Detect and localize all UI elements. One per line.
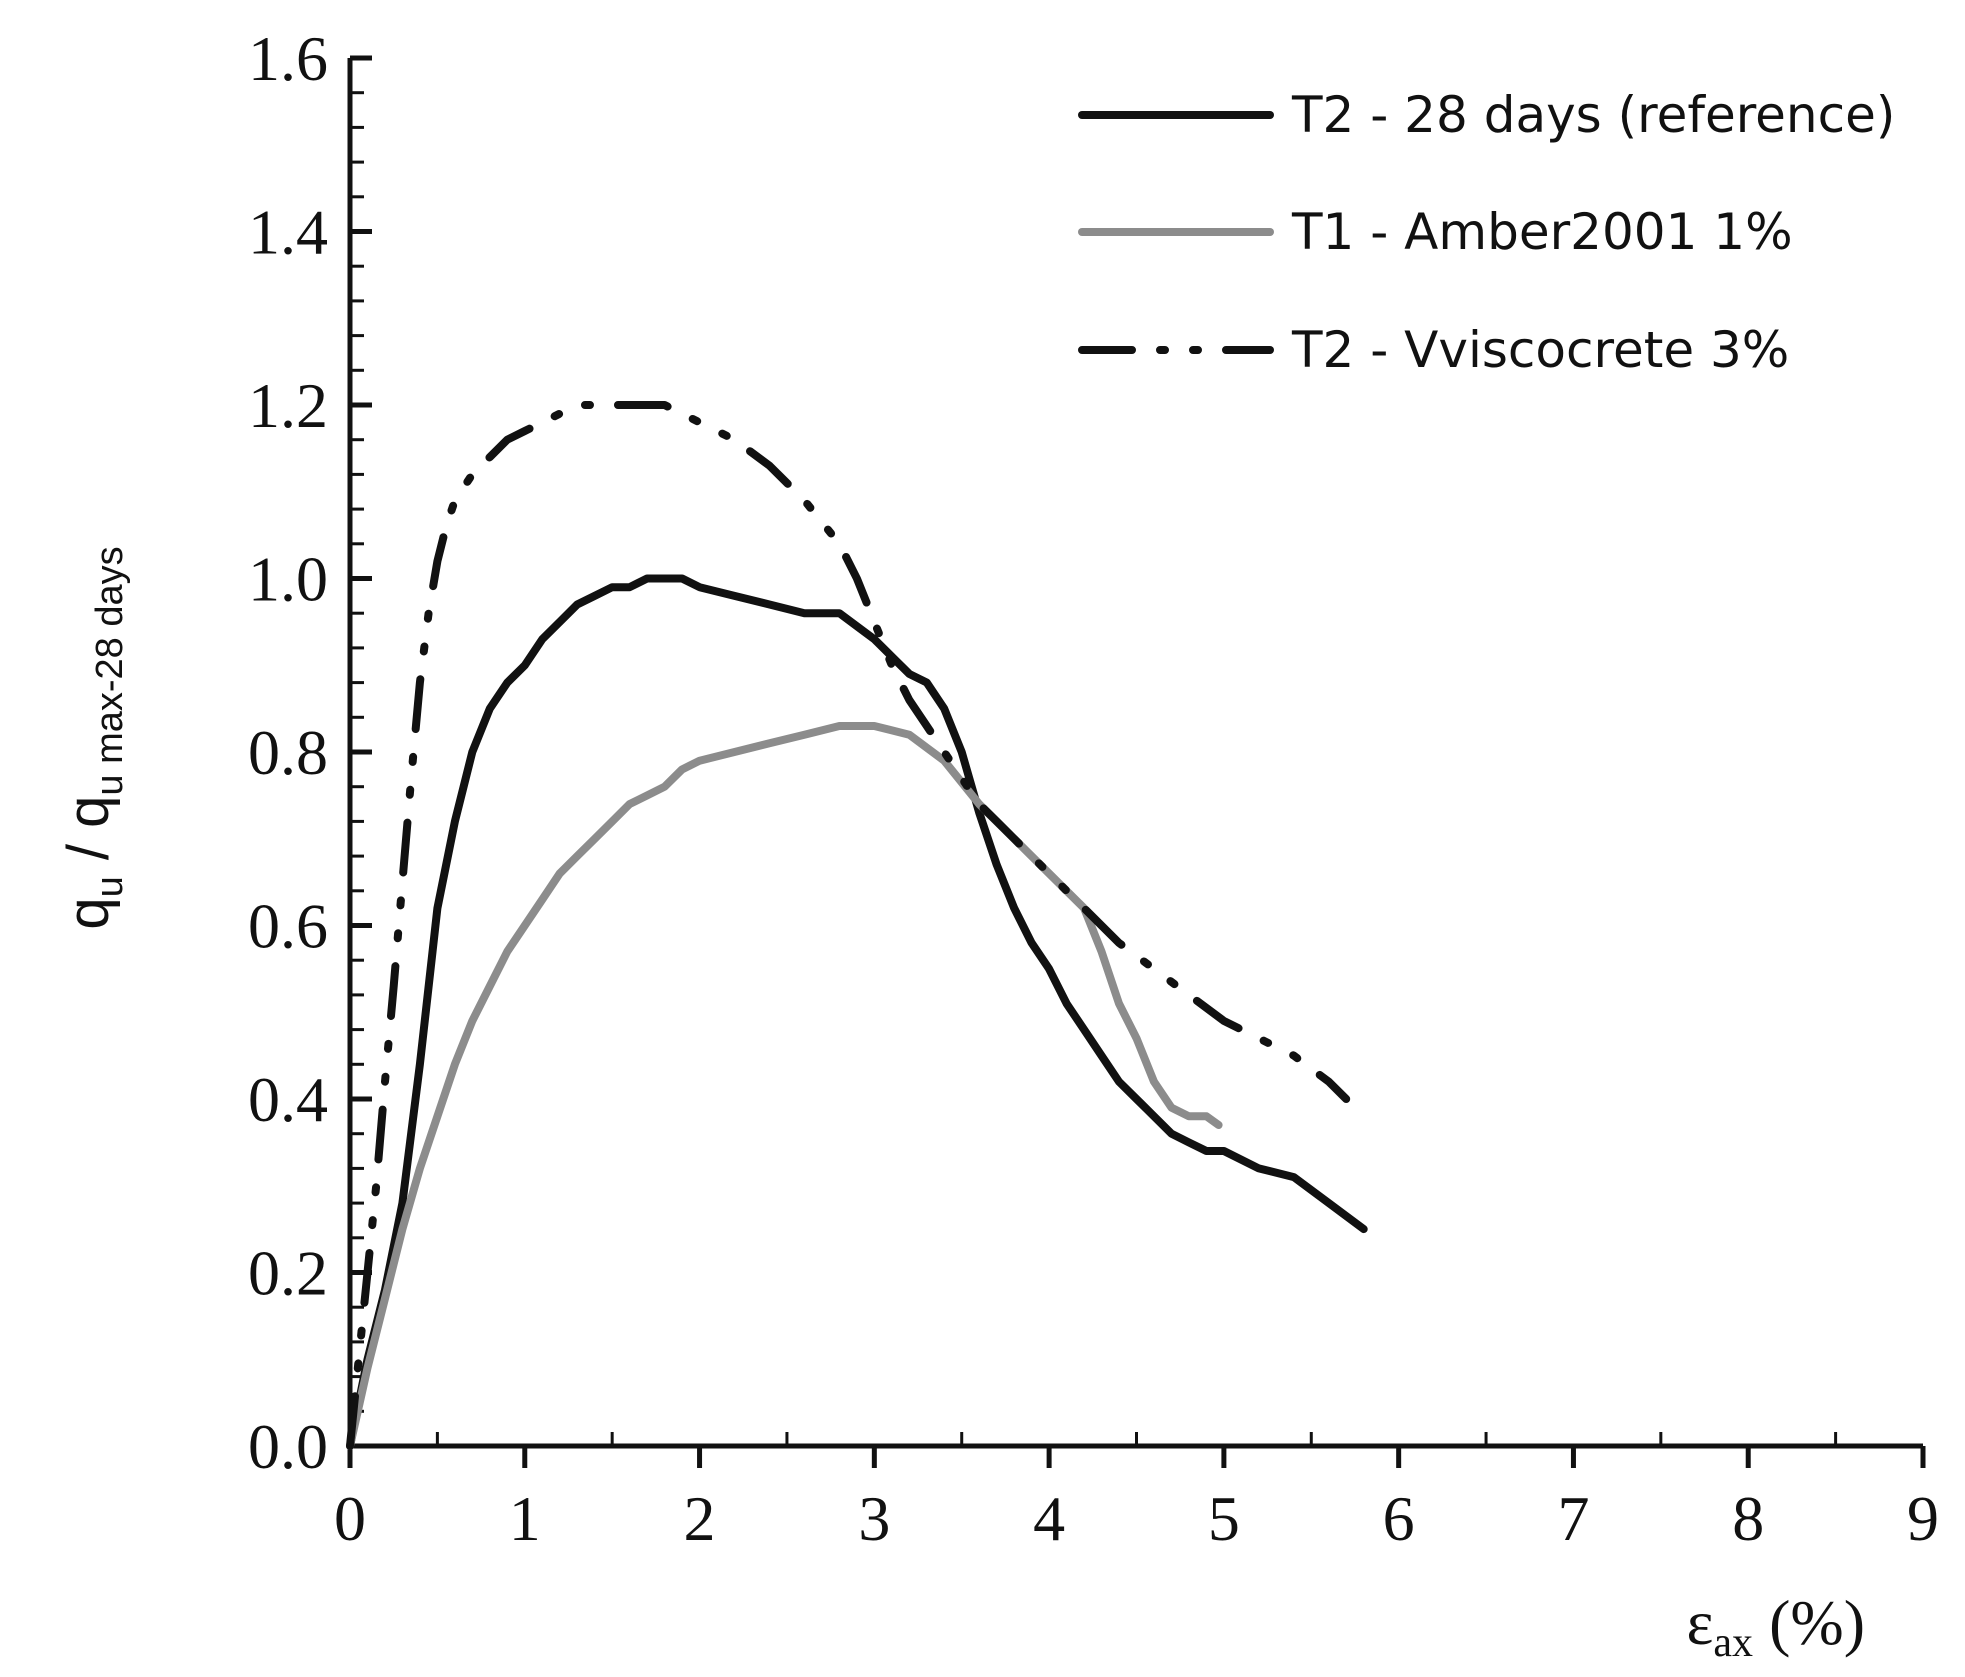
x-axis-title-sub: ax xyxy=(1713,1620,1753,1666)
legend-label-2: T1 - Amber2001 1% xyxy=(1291,203,1793,261)
x-tick-label: 0 xyxy=(334,1483,366,1554)
y-axis-title-sub1: u xyxy=(89,876,131,897)
x-tick-label: 1 xyxy=(509,1483,541,1554)
legend-label-3: T2 - Vviscocrete 3% xyxy=(1291,321,1789,379)
series-line-1 xyxy=(346,574,1368,1450)
series-line-3 xyxy=(346,401,1351,1450)
x-tick-label: 4 xyxy=(1033,1483,1065,1554)
y-tick-labels: 0.0 0.2 0.4 0.6 0.8 1.0 1.2 1.4 1.6 xyxy=(248,23,328,1482)
x-tick-labels: 0 1 2 3 4 5 6 7 8 9 xyxy=(334,1483,1939,1554)
y-axis-title-q2: q xyxy=(56,796,121,828)
x-tick-label: 5 xyxy=(1208,1483,1240,1554)
x-tick-label: 2 xyxy=(684,1483,716,1554)
y-tick-label: 0.2 xyxy=(248,1238,328,1309)
y-tick-label: 0.6 xyxy=(248,891,328,962)
x-tick-label: 3 xyxy=(858,1483,890,1554)
y-axis-title-q1: q xyxy=(56,897,121,929)
y-tick-label: 0.0 xyxy=(248,1411,328,1482)
x-axis-title-unit: (%) xyxy=(1753,1587,1865,1658)
x-tick-label: 6 xyxy=(1383,1483,1415,1554)
x-tick-label: 8 xyxy=(1732,1483,1764,1554)
series-lines xyxy=(346,401,1368,1450)
y-axis-title-sep: / xyxy=(56,828,121,876)
y-tick-label: 1.4 xyxy=(248,197,328,268)
y-tick-label: 1.2 xyxy=(248,370,328,441)
y-tick-label: 1.0 xyxy=(248,544,328,615)
x-tick-label: 9 xyxy=(1907,1483,1939,1554)
x-axis-title-main: ε xyxy=(1687,1587,1714,1658)
x-axis-title: εax (%) xyxy=(1687,1587,1865,1666)
series-line-2 xyxy=(346,722,1223,1450)
y-tick-label: 1.6 xyxy=(248,23,328,94)
y-axis-title-sub2: u max-28 days xyxy=(89,546,131,795)
legend-label-1: T2 - 28 days (reference) xyxy=(1291,86,1895,144)
y-tick-label: 0.8 xyxy=(248,717,328,788)
legend: T2 - 28 days (reference) T1 - Amber2001 1… xyxy=(1078,86,1895,379)
x-tick-label: 7 xyxy=(1557,1483,1589,1554)
y-tick-label: 0.4 xyxy=(248,1064,328,1135)
minor-ticks xyxy=(350,91,1838,1446)
axes xyxy=(347,58,1923,1449)
major-ticks xyxy=(347,55,1926,1468)
y-axis-title: qu / qu max-28 days xyxy=(56,546,131,929)
